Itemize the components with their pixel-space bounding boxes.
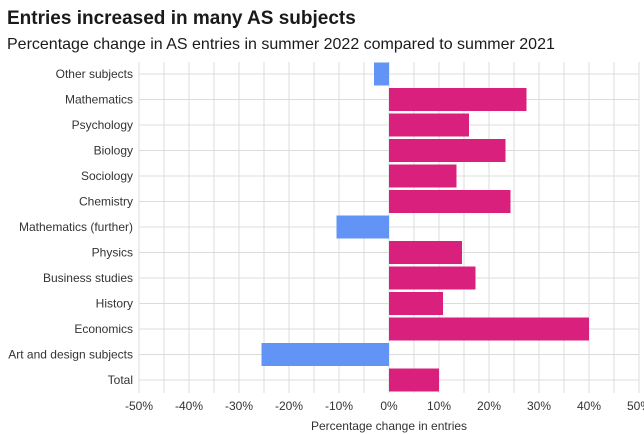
bar-mathematics-further: [336, 215, 389, 239]
x-tick-label: -50%: [125, 399, 153, 413]
category-label: Mathematics: [65, 93, 133, 107]
bar-mathematics: [389, 88, 527, 111]
bar-economics: [389, 317, 589, 341]
x-tick-label: 50%: [627, 399, 644, 413]
category-label: Biology: [94, 144, 133, 158]
bar-biology: [389, 139, 506, 162]
x-tick-label: 10%: [427, 399, 451, 413]
x-tick-label: 30%: [527, 399, 551, 413]
category-label: Chemistry: [79, 195, 133, 209]
x-tick-label: 20%: [477, 399, 501, 413]
category-label: Business studies: [43, 271, 133, 285]
chart-title: Entries increased in many AS subjects: [7, 8, 356, 29]
x-axis-title: Percentage change in entries: [311, 419, 467, 433]
x-tick-label: -10%: [325, 399, 353, 413]
bar-art-and-design-subjects: [261, 343, 389, 366]
bar-history: [389, 292, 443, 315]
bar-sociology: [389, 164, 457, 188]
chart-subtitle: Percentage change in AS entries in summe…: [7, 36, 555, 53]
x-tick-label: 0%: [380, 399, 398, 413]
category-label: Psychology: [72, 118, 133, 132]
category-label: Other subjects: [56, 67, 133, 81]
category-label: Art and design subjects: [8, 348, 133, 362]
category-label: Total: [108, 373, 133, 387]
bar-psychology: [389, 113, 469, 137]
category-labels: Other subjects Mathematics Psychology Biolo…: [8, 67, 133, 387]
bar-total: [389, 368, 439, 392]
category-label: Physics: [92, 246, 133, 260]
x-tick-label: 40%: [577, 399, 601, 413]
category-label: Sociology: [81, 169, 133, 183]
bar-physics: [389, 241, 462, 264]
x-tick-label: -20%: [275, 399, 303, 413]
category-label: Mathematics (further): [19, 220, 133, 234]
bar-chemistry: [389, 190, 511, 213]
bar-other-subjects: [374, 62, 389, 86]
bar-business-studies: [389, 266, 476, 290]
x-tick-label: -40%: [175, 399, 203, 413]
category-label: Economics: [74, 322, 133, 336]
x-tick-label: -30%: [225, 399, 253, 413]
bars: [261, 62, 589, 392]
x-tick-labels: -50% -40% -30% -20% -10% 0% 10% 20% 30% 40% 50%: [125, 399, 644, 413]
category-label: History: [96, 297, 133, 311]
